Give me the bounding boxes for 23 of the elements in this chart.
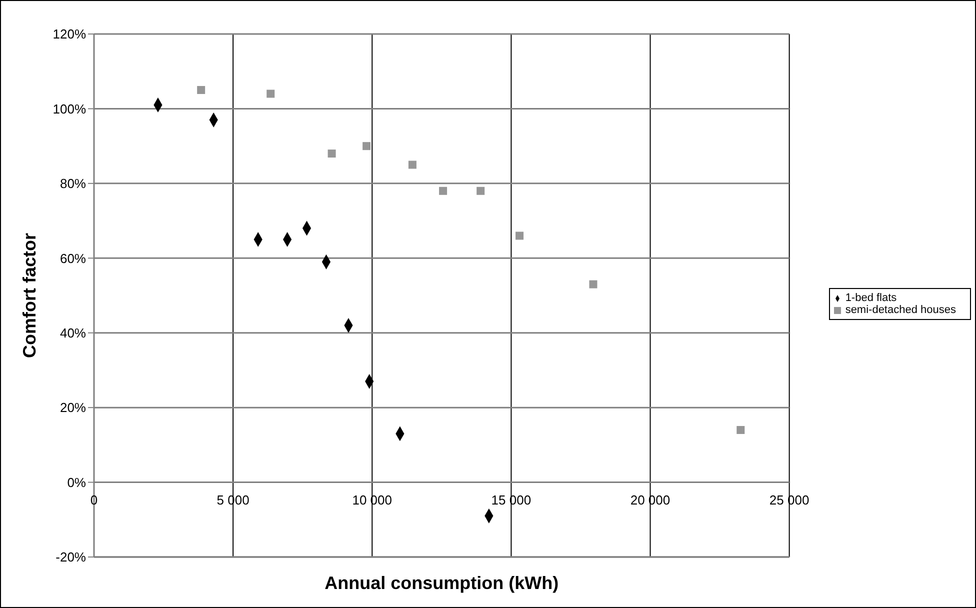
point — [736, 426, 745, 434]
y-tick-label: 40% — [60, 325, 86, 340]
legend-label: semi-detached houses — [845, 304, 956, 316]
legend-label: 1-bed flats — [845, 292, 897, 304]
y-axis-title: Comfort factor — [19, 233, 40, 358]
y-tick-label: -20% — [56, 550, 86, 565]
point — [328, 150, 336, 158]
x-tick-label: 0 — [90, 492, 98, 508]
y-tick-label: 0% — [67, 474, 86, 490]
y-tick-label: 80% — [60, 176, 86, 192]
y-tick-label: 60% — [60, 250, 86, 266]
y-tick-label: 100% — [52, 101, 86, 116]
x-axis-title: Annual consumption (kWh) — [324, 573, 559, 593]
point — [516, 232, 524, 240]
y-tick-label: 120% — [52, 26, 86, 42]
point — [439, 186, 448, 195]
point — [589, 280, 598, 288]
point — [408, 160, 416, 169]
point — [197, 86, 206, 94]
y-tick-label: 20% — [60, 400, 86, 416]
point — [362, 142, 371, 150]
point — [476, 186, 485, 195]
point — [266, 90, 275, 98]
